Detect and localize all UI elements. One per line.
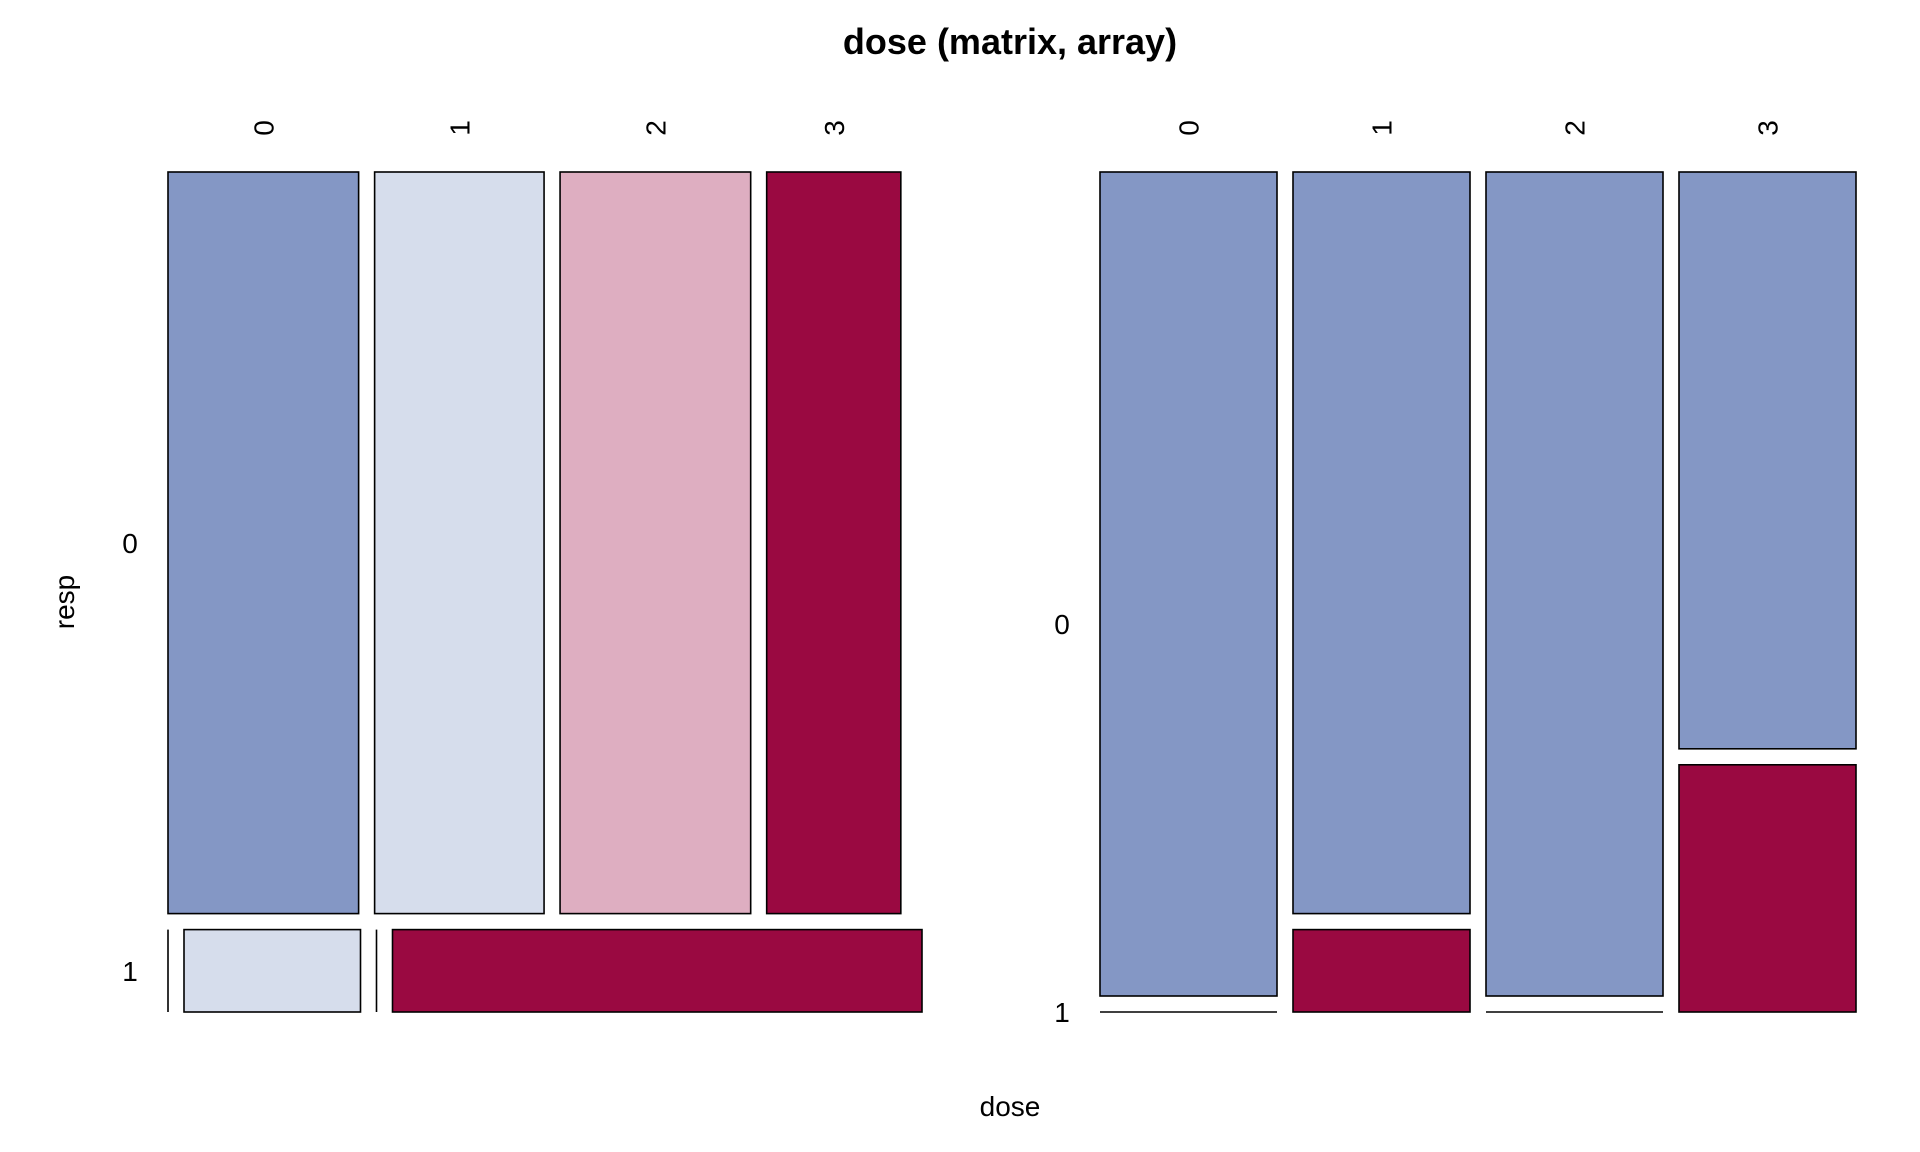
row-tick-label: 1 — [122, 956, 138, 987]
right-mosaic-panel: 0 1 2 3 0 1 — [1054, 120, 1857, 1028]
x-axis-label: dose — [980, 1091, 1041, 1122]
chart-title: dose (matrix, array) — [843, 21, 1177, 62]
mosaic-tile — [1292, 928, 1471, 1013]
mosaic-tile — [391, 928, 923, 1013]
mosaic-tile — [1485, 171, 1664, 997]
mosaic-tile — [183, 928, 362, 1013]
col-tick-label: 3 — [1753, 120, 1784, 136]
mosaic-tile — [1099, 171, 1278, 997]
mosaic-tile — [1678, 171, 1857, 750]
col-tick-label: 1 — [444, 120, 475, 136]
row-tick-label: 1 — [1054, 997, 1070, 1028]
mosaic-tile — [765, 171, 902, 915]
col-tick-label: 0 — [248, 120, 279, 136]
col-tick-label: 1 — [1367, 120, 1398, 136]
mosaic-tile — [373, 171, 545, 915]
mosaic-tile — [1678, 763, 1857, 1013]
left-mosaic-panel: 0 1 2 3 0 1 — [122, 120, 923, 1013]
col-tick-label: 2 — [1560, 120, 1591, 136]
y-axis-label: resp — [49, 575, 80, 629]
col-tick-label: 2 — [640, 120, 671, 136]
row-tick-label: 0 — [1054, 609, 1070, 640]
row-tick-label: 0 — [122, 528, 138, 559]
mosaic-tile — [167, 171, 360, 915]
mosaic-tile — [559, 171, 752, 915]
col-tick-label: 0 — [1174, 120, 1205, 136]
mosaic-tile — [1292, 171, 1471, 915]
col-tick-label: 3 — [819, 120, 850, 136]
